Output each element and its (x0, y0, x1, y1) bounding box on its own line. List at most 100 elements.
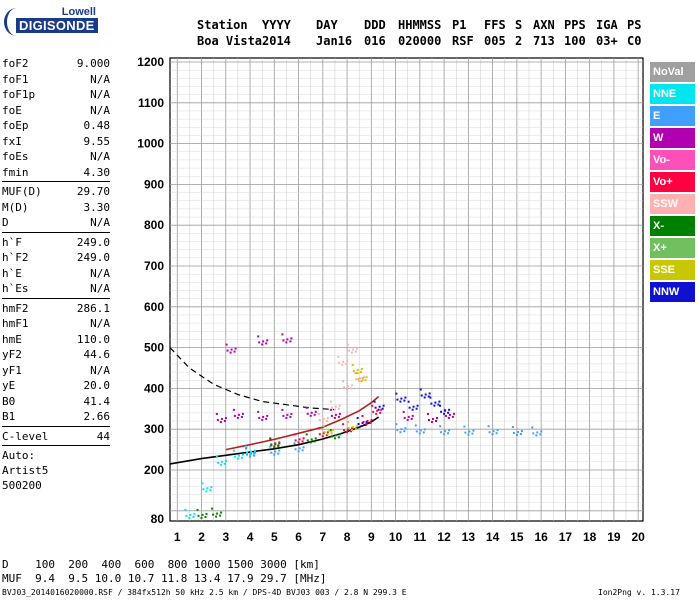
echo-point (346, 421, 349, 424)
echo-point (419, 429, 422, 432)
echo-point (351, 426, 354, 429)
param-value: 20.0 (83, 379, 111, 393)
echo-point (407, 415, 410, 418)
param-row: D N/A (2, 215, 110, 231)
echo-point (440, 431, 443, 434)
param-value: 29.70 (76, 185, 110, 199)
echo-point (293, 442, 296, 445)
echo-point (230, 348, 233, 351)
echo-point (418, 432, 421, 435)
echo-point (346, 343, 349, 346)
echo-point (205, 512, 208, 515)
header-value: 2 (515, 34, 523, 48)
echo-point (352, 370, 355, 372)
param-separator (2, 445, 110, 446)
echo-point (535, 434, 538, 437)
y-tick-label: 400 (144, 381, 164, 395)
param-separator (2, 231, 110, 233)
echo-point (338, 433, 341, 436)
echo-point (362, 379, 365, 382)
param-label: fmin (2, 165, 29, 179)
echo-point (270, 451, 273, 454)
echo-point (309, 441, 312, 444)
echo-point (306, 412, 309, 415)
echo-point (416, 404, 419, 407)
param-label: h`F (2, 235, 22, 249)
echo-point (277, 452, 280, 455)
echo-point (233, 414, 236, 417)
echo-point (313, 413, 316, 416)
echo-point (511, 426, 514, 428)
echo-point (200, 516, 203, 519)
header-value: 2014 (262, 34, 291, 48)
param-row: fmin 4.30 (2, 165, 110, 181)
echo-point (219, 514, 222, 517)
echo-point (245, 447, 247, 450)
echo-point (297, 441, 300, 444)
echo-point (516, 431, 519, 433)
echo-point (250, 450, 252, 453)
echo-point (266, 414, 269, 417)
echo-point (347, 427, 350, 430)
footer-file-info: BVJ03_2014016020000.RSF / 384fx512h 50 k… (2, 588, 407, 597)
param-value: 44.6 (83, 348, 111, 362)
param-row: fxI 9.55 (2, 134, 110, 150)
echo-point (318, 433, 321, 436)
echo-point (447, 432, 450, 435)
echo-point (354, 372, 357, 375)
echo-point (444, 414, 447, 417)
param-value: 41.4 (83, 394, 111, 408)
echo-point (433, 404, 436, 407)
parameters-panel: foF2 9.000 foF1 N/A foF1p N/A foE N/A foEp 0.48 fx… (2, 56, 110, 493)
echo-point (224, 459, 227, 462)
echo-point (408, 406, 411, 409)
echo-point (294, 448, 297, 451)
y-tick-label: 500 (144, 341, 164, 355)
echo-point (270, 444, 273, 447)
echo-point (406, 418, 409, 421)
echo-point (396, 398, 399, 401)
echo-point (365, 376, 368, 379)
param-row: h`Es N/A (2, 281, 110, 297)
echo-point (342, 423, 345, 426)
echo-point (202, 488, 205, 491)
echo-point (351, 348, 354, 351)
echo-point (215, 413, 218, 415)
header-value: 020000 (398, 34, 442, 48)
echo-point (321, 435, 324, 438)
param-row: MUF(D) 29.70 (2, 184, 110, 200)
param-row: h`F 249.0 (2, 235, 110, 251)
legend-w: W (650, 128, 695, 148)
echo-point (488, 431, 491, 434)
echo-point (369, 422, 372, 424)
echo-point (448, 413, 451, 416)
param-row: B1 2.66 (2, 409, 110, 425)
echo-point (363, 376, 366, 379)
echo-point (290, 412, 293, 415)
echo-point (403, 430, 406, 433)
echo-point (233, 455, 236, 458)
param-row: h`E N/A (2, 266, 110, 282)
echo-point (355, 378, 358, 381)
echo-point (428, 392, 431, 395)
echo-point (326, 433, 329, 436)
footer-version: Ion2Png v. 1.3.17 (598, 588, 680, 597)
param-value: N/A (90, 216, 110, 230)
echo-point (430, 402, 433, 405)
echo-point (347, 428, 350, 431)
header-label: PPS (564, 18, 586, 32)
param-row: hmF2 286.1 (2, 301, 110, 317)
echo-point (331, 429, 334, 432)
x-tick-label: 13 (462, 530, 476, 544)
header-value: 005 (484, 34, 506, 48)
echo-point (285, 416, 288, 419)
echo-point (351, 384, 354, 387)
param-row: hmE 110.0 (2, 332, 110, 348)
echo-point (403, 416, 406, 419)
echo-point (266, 339, 269, 342)
echo-point (360, 368, 363, 370)
echo-point (346, 431, 349, 434)
header-value: 016 (364, 34, 386, 48)
param-row: foF1 N/A (2, 72, 110, 88)
echo-point (234, 347, 237, 350)
